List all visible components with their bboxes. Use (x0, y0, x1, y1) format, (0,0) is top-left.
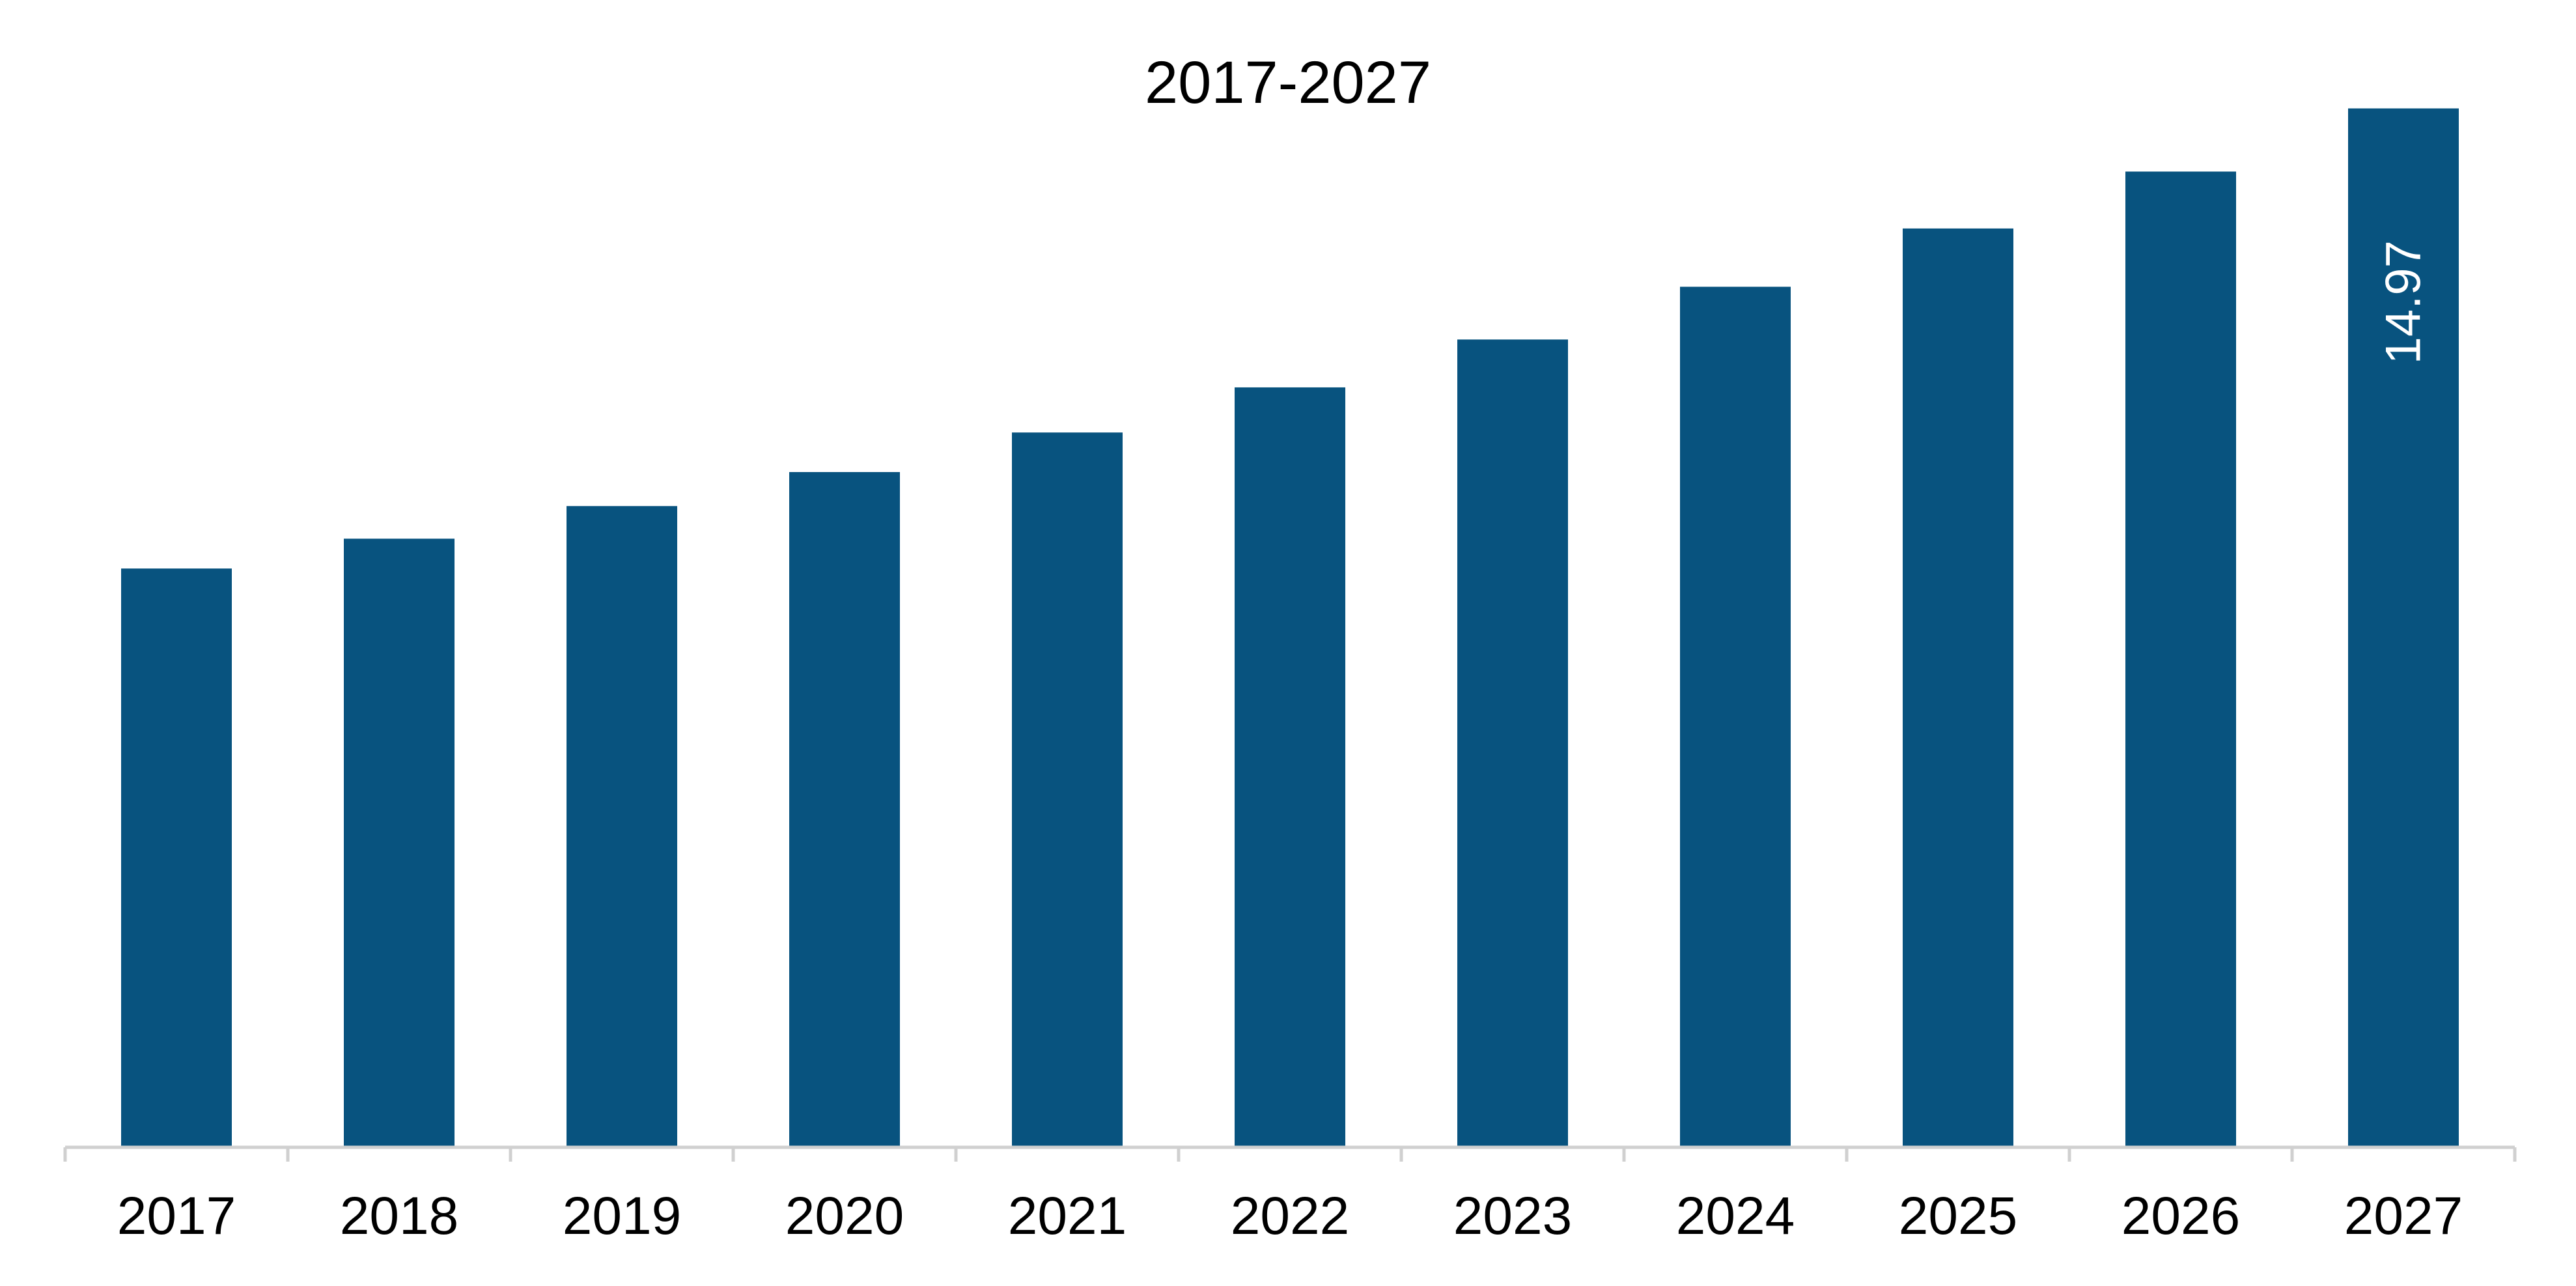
bar-2025 (1903, 228, 2013, 1147)
x-tick-label-2020: 2020 (785, 1186, 904, 1246)
x-tick-label-2027: 2027 (2344, 1186, 2463, 1246)
bar-2020 (789, 471, 900, 1147)
bar-2022 (1235, 387, 1345, 1148)
bar-2019 (567, 506, 677, 1147)
tick-labels: 2017 2018 2019 2020 2021 2022 2023 2024 2025 2026… (117, 1186, 2463, 1246)
bar-2026 (2125, 171, 2236, 1148)
x-tick-label-2023: 2023 (1453, 1186, 1572, 1246)
x-tick-label-2018: 2018 (340, 1186, 458, 1246)
x-tick-label-2022: 2022 (1231, 1186, 1349, 1246)
data-label-2027: 14.97 (2376, 240, 2431, 364)
bar-2023 (1457, 339, 1568, 1147)
bar-2024 (1680, 287, 1791, 1147)
chart-title: 2017-2027 (1145, 49, 1431, 116)
x-tick-label-2021: 2021 (1008, 1186, 1127, 1246)
bar-2021 (1012, 432, 1123, 1147)
x-tick-label-2026: 2026 (2121, 1186, 2240, 1246)
x-tick-label-2019: 2019 (563, 1186, 681, 1246)
x-axis (63, 1145, 2517, 1162)
bar-2018 (344, 538, 455, 1147)
bar-2027 (2348, 108, 2459, 1147)
bars-layer (121, 108, 2459, 1148)
x-tick-label-2025: 2025 (1899, 1186, 2017, 1246)
x-tick-label-2017: 2017 (117, 1186, 236, 1246)
data-labels: 14.97 (2376, 240, 2431, 364)
x-tick-label-2024: 2024 (1676, 1186, 1795, 1246)
bar-2017 (121, 568, 232, 1147)
